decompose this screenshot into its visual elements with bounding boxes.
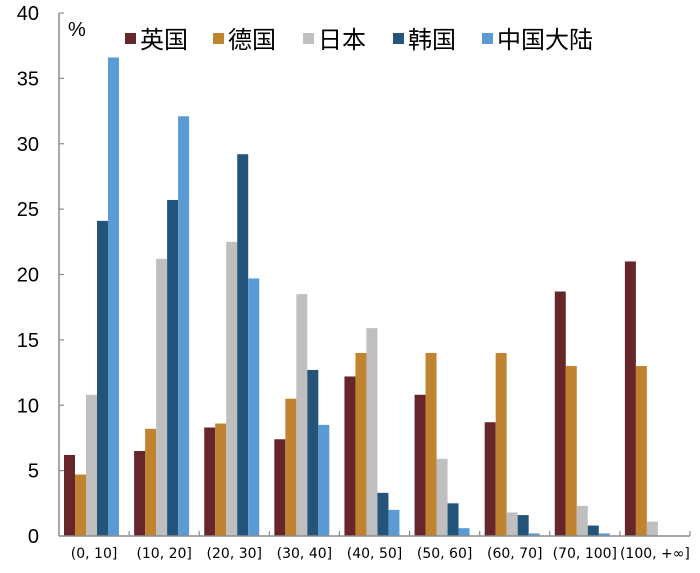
x-tick-label: (70, 100]	[553, 546, 617, 562]
bar	[178, 116, 190, 536]
legend-item: 日本	[303, 26, 366, 54]
bar	[646, 521, 658, 536]
bar	[134, 451, 146, 536]
bar	[517, 515, 529, 536]
legend-swatch-icon	[213, 33, 224, 44]
legend-swatch-icon	[303, 33, 314, 44]
bar	[108, 57, 119, 537]
bar-group	[64, 57, 119, 537]
bar-group	[134, 116, 190, 536]
bar	[318, 424, 330, 536]
bar	[484, 422, 496, 536]
bar	[145, 428, 157, 536]
bar-group	[204, 154, 260, 536]
legend-label: 韩国	[408, 26, 456, 54]
bar	[204, 427, 216, 536]
y-tick-label: 15	[17, 330, 39, 352]
bar	[635, 366, 647, 536]
legend-item: 英国	[125, 26, 188, 54]
x-tick-label: (40, 50]	[347, 546, 402, 562]
bar	[97, 220, 108, 536]
bar	[506, 512, 518, 536]
bar	[436, 458, 448, 536]
x-tick-label: (60, 70]	[487, 546, 542, 562]
bar-group	[624, 261, 658, 536]
x-tick-label: (10, 20]	[136, 546, 191, 562]
bar	[226, 241, 238, 536]
legend-swatch-icon	[393, 33, 404, 44]
bar	[64, 454, 75, 536]
bar	[366, 328, 378, 536]
bar	[248, 278, 260, 536]
bar	[285, 398, 297, 536]
legend-label: 日本	[318, 26, 366, 54]
y-tick-label: 0	[28, 526, 39, 548]
bar	[624, 261, 636, 536]
bar	[565, 366, 577, 536]
legend-swatch-icon	[482, 33, 493, 44]
bar	[215, 423, 227, 536]
legend-label: 德国	[228, 26, 276, 54]
y-tick-label: 10	[17, 395, 39, 417]
bar	[307, 369, 319, 536]
bar	[598, 533, 610, 536]
bar	[554, 291, 566, 536]
bars	[64, 57, 658, 537]
y-tick-label: 25	[17, 199, 39, 221]
legend-item: 德国	[213, 26, 276, 54]
x-tick-label: (100, +∞]	[620, 546, 690, 562]
y-tick-label: 20	[17, 265, 39, 287]
bar	[425, 352, 437, 536]
bar	[377, 492, 389, 536]
bar-group	[484, 352, 540, 536]
x-tick-label: (0, 10]	[71, 546, 118, 562]
y-tick-label: 35	[17, 68, 39, 90]
legend-item: 中国大陆	[482, 26, 593, 54]
legend-item: 韩国	[393, 26, 456, 54]
bar	[388, 509, 400, 536]
y-tick-label: 30	[17, 134, 39, 156]
bar	[75, 474, 86, 536]
x-axis: (0, 10] (10, 20] (20, 30] (30, 40] (40, 50] (…	[59, 531, 691, 562]
bar	[587, 525, 599, 536]
bar-group	[414, 352, 470, 536]
bar	[344, 376, 356, 536]
x-tick-label: (30, 40]	[277, 546, 332, 562]
x-tick-label: (20, 30]	[207, 546, 262, 562]
bar	[458, 528, 470, 536]
y-axis: 0 5 10 15 20 25 30 35 40	[17, 3, 64, 548]
bar	[414, 394, 426, 536]
legend-label: 中国大陆	[497, 26, 593, 54]
legend-swatch-icon	[125, 33, 136, 44]
bar	[355, 352, 367, 536]
bar	[274, 439, 286, 536]
bar	[167, 199, 179, 536]
bar-group	[344, 328, 400, 536]
bar-group	[274, 294, 330, 536]
legend: 英国 德国 日本 韩国 中国大陆	[125, 26, 593, 54]
bar	[296, 294, 308, 536]
bar	[156, 258, 168, 536]
x-tick-label: (50, 60]	[417, 546, 472, 562]
bar	[495, 352, 507, 536]
bar	[528, 533, 540, 536]
bar	[237, 154, 249, 536]
y-tick-label: 40	[17, 3, 39, 25]
bar	[576, 505, 588, 536]
bar	[447, 503, 459, 536]
bar	[86, 394, 97, 536]
legend-label: 英国	[140, 26, 188, 54]
bar-group	[554, 291, 610, 536]
y-tick-label: 5	[28, 461, 39, 483]
y-unit-label: %	[68, 19, 86, 41]
